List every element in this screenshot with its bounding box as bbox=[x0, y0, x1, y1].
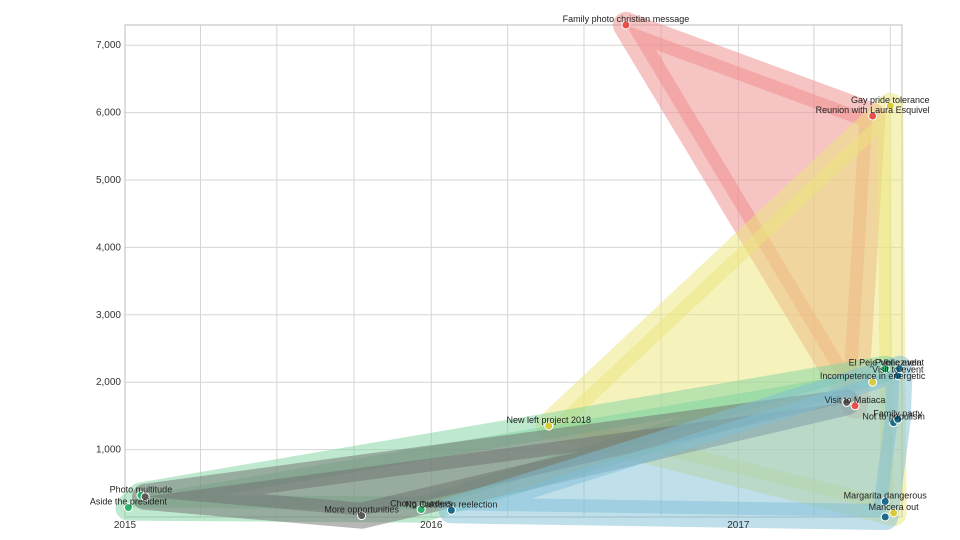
data-point[interactable] bbox=[880, 496, 890, 506]
point-label: More opportunities bbox=[324, 505, 399, 515]
x-tick-label: 2016 bbox=[420, 520, 443, 531]
data-points bbox=[123, 20, 904, 522]
point-label: Family photo christian message bbox=[563, 14, 690, 24]
point-label: Chong murders bbox=[390, 499, 453, 509]
point-label: Margarita dangerous bbox=[844, 490, 928, 500]
data-point[interactable] bbox=[868, 377, 878, 387]
data-point[interactable] bbox=[850, 401, 860, 411]
data-point[interactable] bbox=[416, 505, 426, 515]
data-point[interactable] bbox=[880, 364, 890, 374]
point-label: Public event bbox=[875, 358, 925, 368]
point-label: Mancera out bbox=[869, 502, 920, 512]
point-label: Aside the president bbox=[90, 497, 168, 507]
point-label: Visit to event bbox=[872, 364, 924, 374]
y-tick-label: 7,000 bbox=[96, 40, 121, 51]
y-tick-label: 1,000 bbox=[96, 445, 121, 456]
point-label: Gay pride tolerance bbox=[851, 95, 930, 105]
data-point[interactable] bbox=[889, 508, 899, 518]
y-tick-label: 6,000 bbox=[96, 108, 121, 119]
data-point[interactable] bbox=[893, 414, 903, 424]
y-tick-label: 4,000 bbox=[96, 242, 121, 253]
data-point[interactable] bbox=[880, 512, 890, 522]
data-point[interactable] bbox=[894, 364, 904, 374]
y-tick-label: 3,000 bbox=[96, 310, 121, 321]
data-point[interactable] bbox=[446, 505, 456, 515]
point-label: Incompetence in energetic bbox=[820, 371, 926, 381]
data-point[interactable] bbox=[140, 492, 150, 502]
data-point[interactable] bbox=[885, 101, 895, 111]
data-point[interactable] bbox=[868, 111, 878, 121]
point-label: No Calderón reelection bbox=[405, 499, 497, 509]
point-label: New left project 2018 bbox=[506, 415, 591, 425]
axis-ticks: 1,000 2,000 3,000 4,000 5,000 6,000 7,000 2015 2… bbox=[96, 40, 750, 531]
point-label: Reunion with Laura Esquivel bbox=[816, 105, 930, 115]
point-labels: Family photo christian message Reunion wi… bbox=[90, 14, 930, 515]
data-point[interactable] bbox=[621, 20, 631, 30]
data-point[interactable] bbox=[357, 511, 367, 521]
y-tick-label: 5,000 bbox=[96, 175, 121, 186]
y-tick-label: 2,000 bbox=[96, 377, 121, 388]
point-label: El Peje Venezuela bbox=[849, 358, 922, 368]
point-label: Not to populism bbox=[862, 412, 925, 422]
data-point[interactable] bbox=[123, 503, 133, 513]
point-label: Family party bbox=[873, 408, 923, 418]
point-label: Visit to Matiaca bbox=[825, 395, 886, 405]
x-tick-label: 2015 bbox=[114, 520, 137, 531]
data-point[interactable] bbox=[842, 397, 852, 407]
point-label: Photo multitude bbox=[110, 484, 173, 494]
x-tick-label: 2017 bbox=[727, 520, 750, 531]
cluster-hulls bbox=[115, 12, 913, 530]
data-point[interactable] bbox=[544, 421, 554, 431]
